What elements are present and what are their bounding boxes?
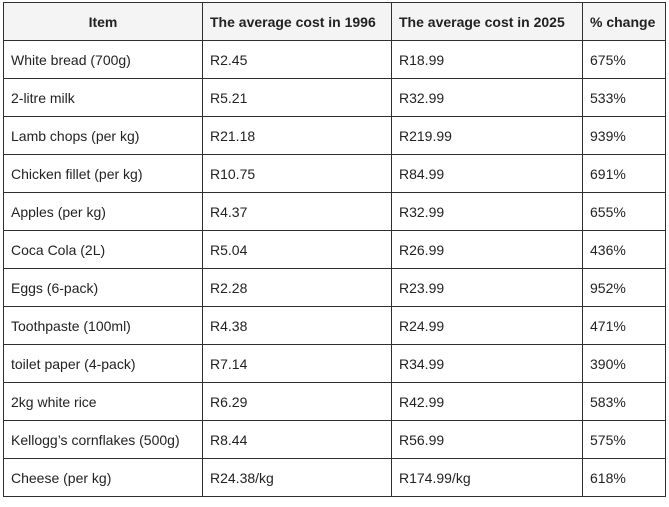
table-row: Cheese (per kg) R24.38/kg R174.99/kg 618… xyxy=(3,458,666,497)
cell-cost-2025: R26.99 xyxy=(391,230,583,269)
cell-percent-change: 583% xyxy=(582,382,666,421)
cell-item: Eggs (6-pack) xyxy=(3,268,203,307)
cell-percent-change: 390% xyxy=(582,344,666,383)
table-row: Chicken fillet (per kg) R10.75 R84.99 69… xyxy=(3,154,666,193)
cell-item: Cheese (per kg) xyxy=(3,458,203,497)
cell-cost-1996: R6.29 xyxy=(202,382,392,421)
cell-cost-1996: R7.14 xyxy=(202,344,392,383)
cell-cost-2025: R24.99 xyxy=(391,306,583,345)
cell-cost-2025: R34.99 xyxy=(391,344,583,383)
cell-item: White bread (700g) xyxy=(3,40,203,79)
cell-percent-change: 471% xyxy=(582,306,666,345)
cell-cost-1996: R5.21 xyxy=(202,78,392,117)
cell-cost-2025: R18.99 xyxy=(391,40,583,79)
cell-percent-change: 655% xyxy=(582,192,666,231)
cell-item: Kellogg’s cornflakes (500g) xyxy=(3,420,203,459)
cell-percent-change: 618% xyxy=(582,458,666,497)
cell-percent-change: 952% xyxy=(582,268,666,307)
cell-cost-2025: R32.99 xyxy=(391,192,583,231)
table-row: Lamb chops (per kg) R21.18 R219.99 939% xyxy=(3,116,666,155)
cell-item: Coca Cola (2L) xyxy=(3,230,203,269)
cell-item: Apples (per kg) xyxy=(3,192,203,231)
table-row: Toothpaste (100ml) R4.38 R24.99 471% xyxy=(3,306,666,345)
cell-cost-1996: R4.37 xyxy=(202,192,392,231)
cell-item: Chicken fillet (per kg) xyxy=(3,154,203,193)
header-row: Item The average cost in 1996 The averag… xyxy=(3,2,666,41)
table-row: toilet paper (4-pack) R7.14 R34.99 390% xyxy=(3,344,666,383)
cell-percent-change: 533% xyxy=(582,78,666,117)
cell-percent-change: 675% xyxy=(582,40,666,79)
cell-percent-change: 436% xyxy=(582,230,666,269)
cell-cost-2025: R174.99/kg xyxy=(391,458,583,497)
header-item: Item xyxy=(3,2,203,41)
cell-cost-1996: R10.75 xyxy=(202,154,392,193)
cell-cost-1996: R2.28 xyxy=(202,268,392,307)
cell-percent-change: 939% xyxy=(582,116,666,155)
cell-cost-2025: R32.99 xyxy=(391,78,583,117)
cell-percent-change: 691% xyxy=(582,154,666,193)
table-row: Eggs (6-pack) R2.28 R23.99 952% xyxy=(3,268,666,307)
cell-cost-1996: R24.38/kg xyxy=(202,458,392,497)
table-body: White bread (700g) R2.45 R18.99 675% 2-l… xyxy=(3,40,666,497)
cell-item: 2-litre milk xyxy=(3,78,203,117)
table-row: Kellogg’s cornflakes (500g) R8.44 R56.99… xyxy=(3,420,666,459)
header-cost-1996: The average cost in 1996 xyxy=(202,2,392,41)
cell-cost-2025: R56.99 xyxy=(391,420,583,459)
table-header: Item The average cost in 1996 The averag… xyxy=(3,2,666,41)
price-comparison-table-container: Item The average cost in 1996 The averag… xyxy=(3,2,666,497)
table-row: Coca Cola (2L) R5.04 R26.99 436% xyxy=(3,230,666,269)
cell-cost-2025: R219.99 xyxy=(391,116,583,155)
cell-cost-1996: R5.04 xyxy=(202,230,392,269)
cell-cost-2025: R84.99 xyxy=(391,154,583,193)
cell-cost-1996: R8.44 xyxy=(202,420,392,459)
cell-cost-1996: R2.45 xyxy=(202,40,392,79)
cell-percent-change: 575% xyxy=(582,420,666,459)
cell-item: toilet paper (4-pack) xyxy=(3,344,203,383)
table-row: White bread (700g) R2.45 R18.99 675% xyxy=(3,40,666,79)
table-row: Apples (per kg) R4.37 R32.99 655% xyxy=(3,192,666,231)
cell-cost-1996: R21.18 xyxy=(202,116,392,155)
cell-item: 2kg white rice xyxy=(3,382,203,421)
header-percent-change: % change xyxy=(582,2,666,41)
cell-item: Toothpaste (100ml) xyxy=(3,306,203,345)
cell-cost-2025: R23.99 xyxy=(391,268,583,307)
table-row: 2-litre milk R5.21 R32.99 533% xyxy=(3,78,666,117)
cell-item: Lamb chops (per kg) xyxy=(3,116,203,155)
header-cost-2025: The average cost in 2025 xyxy=(391,2,583,41)
price-comparison-table: Item The average cost in 1996 The averag… xyxy=(3,2,666,497)
cell-cost-2025: R42.99 xyxy=(391,382,583,421)
table-row: 2kg white rice R6.29 R42.99 583% xyxy=(3,382,666,421)
cell-cost-1996: R4.38 xyxy=(202,306,392,345)
